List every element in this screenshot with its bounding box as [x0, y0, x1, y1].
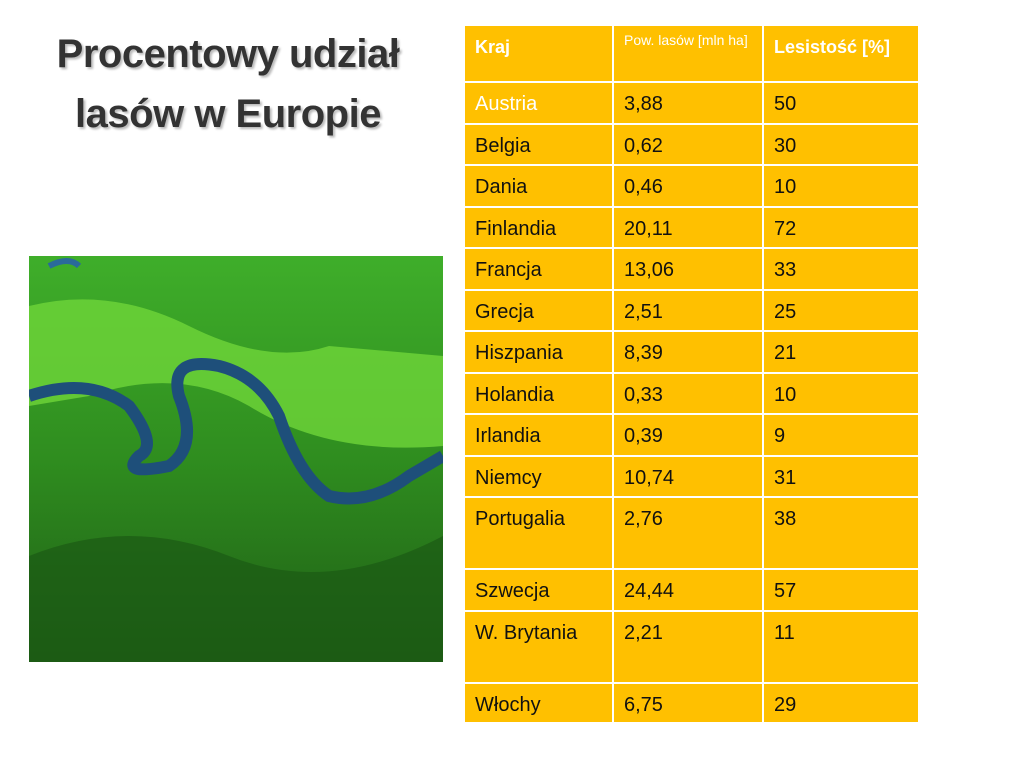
value-cell: 33: [763, 248, 919, 290]
country-cell: Szwecja: [464, 569, 613, 611]
value-cell: 25: [763, 290, 919, 331]
country-cell: Hiszpania: [464, 331, 613, 373]
value-cell: 2,21: [613, 611, 763, 683]
value-cell: 2,51: [613, 290, 763, 331]
country-cell: Niemcy: [464, 456, 613, 497]
header-cell: Lesistość [%]: [763, 25, 919, 82]
value-cell: 9: [763, 414, 919, 456]
header-cell: Kraj: [464, 25, 613, 82]
value-cell: 72: [763, 207, 919, 248]
value-cell: 38: [763, 497, 919, 569]
value-cell: 6,75: [613, 683, 763, 723]
value-cell: 11: [763, 611, 919, 683]
country-cell: Włochy: [464, 683, 613, 723]
value-cell: 20,11: [613, 207, 763, 248]
value-cell: 0,33: [613, 373, 763, 414]
value-cell: 30: [763, 124, 919, 165]
value-cell: 29: [763, 683, 919, 723]
slide-title: Procentowy udział: [56, 32, 400, 76]
value-cell: 10,74: [613, 456, 763, 497]
value-cell: 21: [763, 331, 919, 373]
country-cell: Irlandia: [464, 414, 613, 456]
value-cell: 0,39: [613, 414, 763, 456]
country-cell: Austria: [464, 82, 613, 124]
country-cell: W. Brytania: [464, 611, 613, 683]
value-cell: 0,46: [613, 165, 763, 207]
value-cell: 31: [763, 456, 919, 497]
value-cell: 57: [763, 569, 919, 611]
forest-photo: [29, 256, 443, 662]
value-cell: 24,44: [613, 569, 763, 611]
slide-title: lasów w Europie: [75, 92, 381, 136]
country-cell: Portugalia: [464, 497, 613, 569]
country-cell: Francja: [464, 248, 613, 290]
country-cell: Dania: [464, 165, 613, 207]
value-cell: 10: [763, 373, 919, 414]
value-cell: 13,06: [613, 248, 763, 290]
country-cell: Grecja: [464, 290, 613, 331]
value-cell: 50: [763, 82, 919, 124]
value-cell: 0,62: [613, 124, 763, 165]
value-cell: 10: [763, 165, 919, 207]
country-cell: Finlandia: [464, 207, 613, 248]
value-cell: 2,76: [613, 497, 763, 569]
country-cell: Belgia: [464, 124, 613, 165]
header-cell: Pow. lasów [mln ha]: [613, 25, 763, 82]
value-cell: 3,88: [613, 82, 763, 124]
value-cell: 8,39: [613, 331, 763, 373]
country-cell: Holandia: [464, 373, 613, 414]
